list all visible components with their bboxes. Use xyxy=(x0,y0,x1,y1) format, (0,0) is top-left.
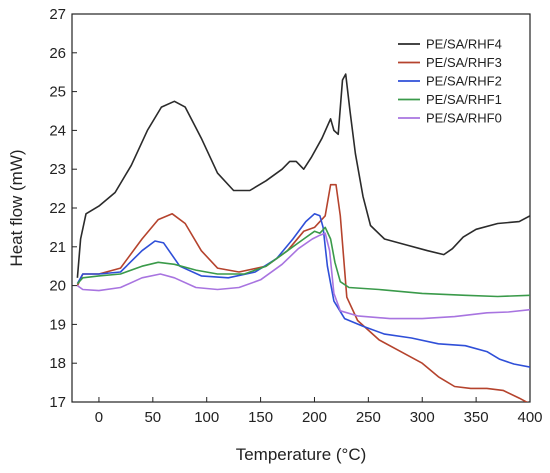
series-line-pe-sa-rhf3 xyxy=(76,183,529,402)
y-tick-label: 26 xyxy=(49,45,66,62)
legend-label: PE/SA/RHF4 xyxy=(426,37,502,52)
series-layer xyxy=(76,73,530,402)
plot-area-frame xyxy=(71,13,531,403)
legend-label: PE/SA/RHF3 xyxy=(426,55,502,70)
series-line-pe-sa-rhf4 xyxy=(76,73,530,278)
y-tick-label: 27 xyxy=(49,6,66,23)
series-line-pe-sa-rhf1 xyxy=(76,226,530,298)
y-tick-label: 25 xyxy=(49,84,66,101)
x-tick-label: 100 xyxy=(194,409,219,426)
series-line-pe-sa-rhf0 xyxy=(76,232,530,320)
y-tick-label: 17 xyxy=(49,394,66,411)
y-tick-label: 20 xyxy=(49,278,66,295)
x-tick-label: 150 xyxy=(248,409,273,426)
series-line-pe-sa-rhf2 xyxy=(76,213,530,368)
y-tick-label: 24 xyxy=(49,122,66,139)
x-tick-label: 200 xyxy=(302,409,327,426)
x-tick-label: 400 xyxy=(517,409,542,426)
y-tick-label: 19 xyxy=(49,316,66,333)
x-tick-label: 350 xyxy=(464,409,489,426)
y-tick-label: 23 xyxy=(49,161,66,178)
legend-label: PE/SA/RHF2 xyxy=(426,74,502,89)
x-tick-label: 250 xyxy=(356,409,381,426)
y-tick-label: 18 xyxy=(49,355,66,372)
x-tick-label: 300 xyxy=(410,409,435,426)
y-tick-label: 22 xyxy=(49,200,66,217)
y-tick-label: 21 xyxy=(49,239,66,256)
x-tick-label: 0 xyxy=(95,409,103,426)
legend: PE/SA/RHF4 PE/SA/RHF3 PE/SA/RHF2 PE/SA/RHF1… xyxy=(398,37,502,126)
ticks-layer: 0 50 100 150 200 250 300 350 400 17 18 19 20 21 22 23 24… xyxy=(49,6,542,426)
x-axis-title: Temperature (°C) xyxy=(236,445,367,464)
x-tick-label: 50 xyxy=(144,409,161,426)
legend-label: PE/SA/RHF1 xyxy=(426,92,502,107)
legend-label: PE/SA/RHF0 xyxy=(426,111,502,126)
y-axis-title: Heat flow (mW) xyxy=(7,149,26,266)
